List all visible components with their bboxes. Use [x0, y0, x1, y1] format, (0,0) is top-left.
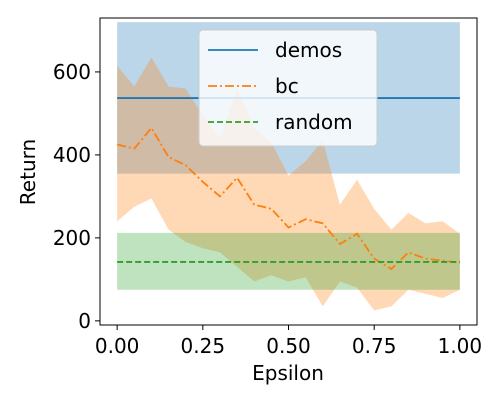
y-tick-label: 0	[78, 309, 91, 333]
x-tick-label: 1.00	[438, 334, 483, 358]
legend-label-demos: demos	[275, 38, 342, 62]
x-tick-label: 0.50	[266, 334, 311, 358]
x-axis-label: Epsilon	[252, 361, 324, 385]
x-tick-label: 0.25	[181, 334, 226, 358]
y-tick-label: 400	[53, 143, 91, 167]
y-tick-label: 600	[53, 60, 91, 84]
x-axis: 0.00 0.25 0.50 0.75 1.00	[95, 325, 482, 358]
y-tick-label: 200	[53, 226, 91, 250]
y-axis-label: Return	[16, 139, 40, 205]
line-bc	[116, 126, 460, 271]
legend-label-bc: bc	[275, 74, 299, 98]
x-tick-label: 0.75	[352, 334, 397, 358]
legend-box	[198, 29, 378, 147]
legend: demos bc random	[198, 29, 378, 147]
y-axis: 0 200 400 600	[53, 60, 100, 333]
legend-label-random: random	[275, 110, 353, 134]
x-tick-label: 0.00	[95, 334, 140, 358]
